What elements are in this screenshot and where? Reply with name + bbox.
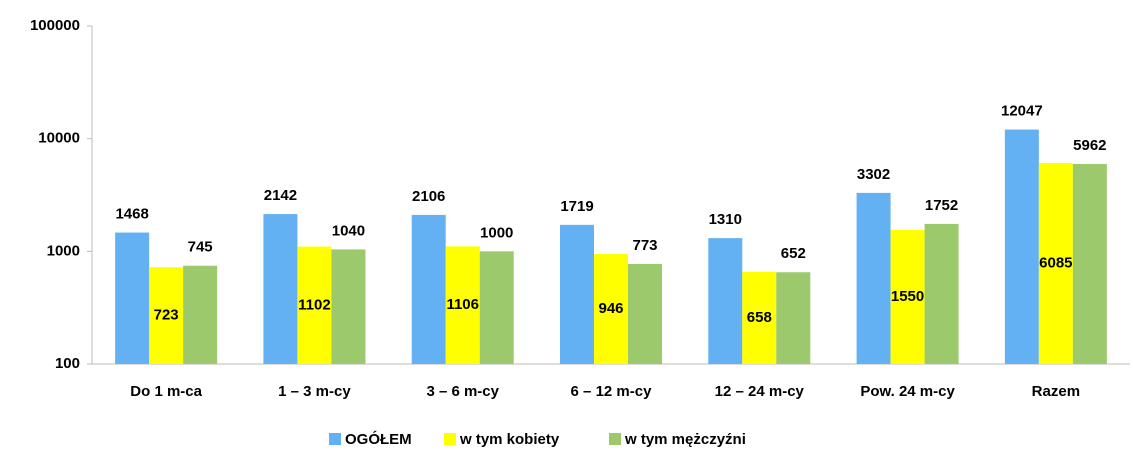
x-tick-label: 12 – 24 m-cy — [715, 383, 805, 400]
data-label: 1468 — [115, 206, 148, 223]
y-tick-label: 100 — [55, 355, 80, 372]
data-label: 3302 — [857, 166, 890, 183]
bar — [331, 249, 366, 364]
bar — [856, 192, 891, 364]
bar — [445, 246, 480, 364]
data-label: 1040 — [332, 222, 365, 239]
data-label: 652 — [781, 245, 806, 262]
bar — [890, 229, 925, 364]
data-label: 5962 — [1073, 137, 1106, 154]
data-label: 1000 — [480, 224, 513, 241]
legend-swatch — [329, 433, 341, 445]
bar — [183, 265, 218, 364]
bar — [263, 214, 298, 364]
bar — [560, 224, 594, 364]
x-tick-label: 1 – 3 m-cy — [278, 383, 351, 400]
x-tick-label: Pow. 24 m-cy — [860, 383, 955, 400]
data-label: 1719 — [560, 198, 593, 215]
bar — [149, 267, 184, 364]
data-label: 6085 — [1039, 254, 1072, 271]
bar — [628, 263, 662, 364]
bar — [1004, 129, 1039, 364]
legend-label: w tym kobiety — [459, 431, 560, 448]
legend-label: OGÓŁEM — [345, 430, 412, 448]
data-label: 946 — [598, 300, 623, 317]
data-label: 773 — [632, 237, 657, 254]
legend-swatch — [609, 433, 621, 445]
data-label: 1310 — [709, 211, 742, 228]
bar — [479, 251, 514, 364]
bar — [115, 232, 150, 364]
data-label: 658 — [747, 309, 772, 326]
bar — [924, 223, 959, 364]
data-label: 745 — [188, 239, 213, 256]
data-label: 1102 — [298, 296, 331, 313]
data-label: 1752 — [925, 197, 958, 214]
data-label: 12047 — [1001, 103, 1043, 120]
bar — [1038, 162, 1073, 364]
bar — [297, 246, 332, 364]
bar — [594, 254, 628, 364]
data-label: 2106 — [412, 188, 445, 205]
bar — [411, 214, 446, 364]
data-label: 2142 — [264, 187, 297, 204]
bar — [708, 238, 743, 364]
legend-label: w tym mężczyźni — [624, 431, 746, 448]
data-label: 723 — [154, 307, 179, 324]
x-tick-label: 6 – 12 m-cy — [571, 383, 653, 400]
data-label: 1106 — [446, 296, 479, 313]
x-tick-label: 3 – 6 m-cy — [426, 383, 499, 400]
data-label: 1550 — [891, 288, 924, 305]
y-tick-label: 1000 — [47, 242, 80, 259]
x-tick-label: Razem — [1032, 383, 1080, 400]
bar — [776, 272, 811, 364]
y-tick-label: 10000 — [38, 130, 80, 147]
bar — [1072, 163, 1107, 364]
y-tick-label: 100000 — [30, 17, 80, 34]
x-tick-label: Do 1 m-ca — [130, 383, 202, 400]
legend-swatch — [444, 433, 456, 445]
bar — [742, 271, 777, 364]
